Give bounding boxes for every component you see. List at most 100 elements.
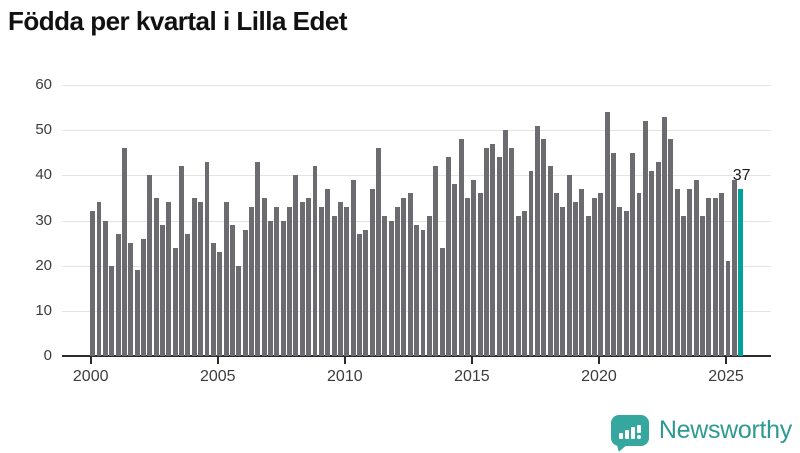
bar	[268, 220, 273, 356]
bar	[636, 193, 642, 356]
bar	[261, 197, 267, 356]
x-tick-mark	[216, 357, 219, 364]
bar	[414, 225, 420, 356]
bar	[515, 215, 521, 356]
bar	[655, 161, 661, 356]
bar	[509, 148, 515, 356]
bar	[204, 161, 210, 356]
bar	[166, 202, 172, 356]
bar	[573, 202, 578, 356]
bar	[407, 193, 413, 356]
bar	[191, 197, 197, 356]
bar	[661, 116, 667, 356]
bar-chart-speech-bubble-icon	[610, 415, 649, 453]
bar	[617, 206, 623, 356]
bar	[452, 184, 458, 356]
x-tick-mark	[343, 357, 346, 364]
bar	[331, 215, 337, 356]
bar	[649, 170, 655, 356]
x-tick-mark	[470, 357, 473, 364]
gridline	[62, 130, 771, 132]
bar	[299, 202, 305, 356]
bar	[121, 148, 127, 356]
bar	[344, 206, 350, 356]
bar	[198, 202, 204, 356]
newsworthy-logo[interactable]: Newsworthy	[610, 415, 792, 453]
bar	[96, 202, 102, 356]
bar	[611, 152, 617, 356]
bar	[160, 225, 165, 356]
bar	[280, 220, 286, 356]
bar	[90, 211, 96, 356]
y-axis-label: 50	[35, 121, 52, 139]
bar	[712, 197, 718, 356]
bar	[395, 206, 401, 356]
gridline	[62, 175, 771, 177]
bar	[585, 215, 591, 356]
x-axis-label: 2000	[72, 368, 109, 385]
bar	[376, 148, 381, 356]
y-axis-label: 10	[35, 301, 52, 319]
bar	[287, 206, 293, 356]
bar	[249, 206, 254, 356]
bar	[312, 166, 318, 356]
bar	[242, 229, 248, 356]
bar	[337, 202, 343, 356]
bar	[255, 161, 261, 356]
bar	[179, 166, 185, 356]
gridline	[62, 85, 771, 86]
bar	[560, 206, 566, 356]
bar	[293, 175, 299, 356]
bar	[522, 211, 528, 356]
bar	[223, 202, 229, 356]
bar	[681, 215, 686, 356]
bar	[592, 197, 597, 356]
chart-title: Födda per kvartal i Lilla Edet	[8, 6, 347, 36]
bar	[445, 157, 451, 356]
bar	[541, 139, 547, 356]
x-tick-mark	[597, 357, 600, 364]
bar	[210, 243, 216, 356]
x-axis-label: 2020	[581, 368, 617, 385]
bar	[439, 247, 445, 356]
bar	[674, 188, 680, 356]
bar	[115, 234, 121, 356]
bar	[553, 193, 559, 356]
x-axis-line	[62, 355, 771, 357]
bar	[477, 193, 483, 356]
bar	[388, 220, 394, 356]
bar	[274, 206, 280, 356]
bar	[318, 206, 324, 356]
bar	[109, 265, 115, 356]
gridline	[62, 220, 771, 222]
x-tick-mark	[89, 357, 92, 364]
bar	[503, 130, 509, 356]
bar	[579, 188, 585, 356]
bar	[325, 188, 331, 356]
bar	[185, 234, 191, 356]
y-axis-label: 0	[43, 347, 52, 364]
bar	[687, 188, 693, 356]
bar	[490, 143, 496, 356]
bar	[236, 265, 242, 356]
bar	[128, 243, 134, 356]
bar	[534, 125, 540, 356]
bar	[496, 157, 502, 356]
bar	[141, 238, 146, 356]
bar	[306, 197, 312, 356]
bar	[566, 175, 572, 356]
y-axis-label: 30	[35, 211, 52, 229]
bar	[528, 170, 534, 356]
bar	[706, 197, 712, 356]
y-axis-label: 60	[35, 76, 52, 93]
logo-text: Newsworthy	[658, 416, 792, 444]
bar	[369, 188, 375, 356]
bar	[420, 229, 426, 356]
bar	[731, 179, 737, 356]
bar	[217, 252, 223, 356]
y-axis-label: 40	[35, 166, 52, 184]
x-axis-area: 2000 2005 2010 2015 2020 2025	[62, 356, 771, 396]
bar	[484, 148, 489, 356]
bar	[465, 197, 470, 356]
bar	[382, 215, 388, 356]
